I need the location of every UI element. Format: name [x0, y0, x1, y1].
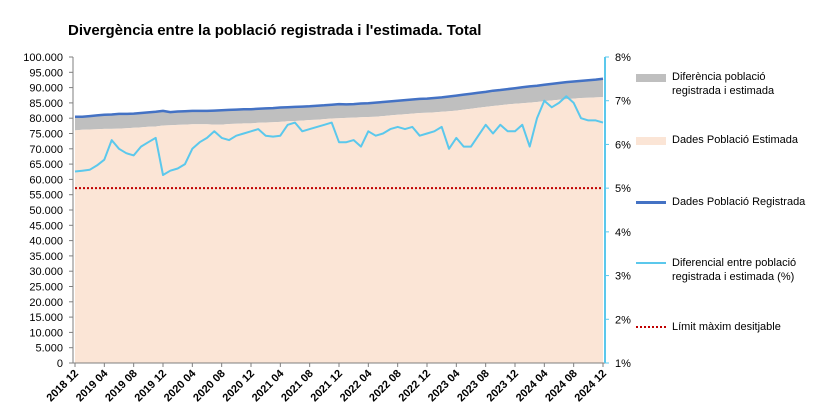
legend-swatch-max-limit: [636, 326, 666, 328]
y-tick-label-left: 40.000: [29, 236, 63, 248]
y-tick-label-left: 5.000: [35, 343, 63, 355]
legend-swatch-difference: [636, 74, 666, 82]
y-tick-label-left: 75.000: [29, 129, 63, 141]
y-tick-label-right: 7%: [615, 96, 631, 108]
legend-swatch-registered: [636, 201, 666, 204]
y-tick-label-right: 5%: [615, 183, 631, 195]
y-tick-label-right: 6%: [615, 139, 631, 151]
y-tick-label-left: 0: [57, 358, 63, 370]
y-tick-label-left: 50.000: [29, 205, 63, 217]
y-tick-label-left: 25.000: [29, 282, 63, 294]
y-tick-label-right: 8%: [615, 52, 631, 64]
estimated-population-area: [75, 97, 603, 363]
y-tick-label-right: 4%: [615, 227, 631, 239]
legend-label-registered: Dades Població Registrada: [672, 196, 806, 208]
legend-swatch-estimated: [636, 137, 666, 145]
y-tick-label-left: 60.000: [29, 174, 63, 186]
y-tick-label-right: 3%: [615, 271, 631, 283]
y-tick-label-left: 45.000: [29, 220, 63, 232]
chart-title: Divergència entre la població registrada…: [68, 22, 482, 39]
differential-percent-line: [74, 95, 604, 176]
y-tick-label-left: 35.000: [29, 251, 63, 263]
y-tick-label-left: 55.000: [29, 190, 63, 202]
x-tick-label: 2024 12: [573, 368, 610, 405]
y-tick-label-left: 70.000: [29, 144, 63, 156]
y-tick-label-left: 80.000: [29, 113, 63, 125]
y-tick-label-right: 1%: [615, 358, 631, 370]
y-tick-label-left: 90.000: [29, 83, 63, 95]
y-tick-label-right: 2%: [615, 314, 631, 326]
legend-label-max-limit: Límit màxim desitjable: [672, 321, 781, 333]
y-tick-label-left: 85.000: [29, 98, 63, 110]
registered-population-line: [75, 77, 604, 118]
legend-label-difference: Diferència població registrada i estimad…: [672, 71, 775, 97]
y-tick-label-left: 30.000: [29, 266, 63, 278]
y-tick-label-left: 20.000: [29, 297, 63, 309]
legend-label-estimated: Dades Població Estimada: [672, 134, 798, 146]
y-tick-label-left: 10.000: [29, 327, 63, 339]
y-tick-label-left: 65.000: [29, 159, 63, 171]
legend-swatch-differential: [636, 262, 666, 264]
y-tick-label-left: 15.000: [29, 312, 63, 324]
y-tick-label-left: 100.000: [23, 52, 63, 64]
y-tick-label-left: 95.000: [29, 67, 63, 79]
legend-label-differential: Diferencial entre població registrada i …: [672, 257, 797, 283]
